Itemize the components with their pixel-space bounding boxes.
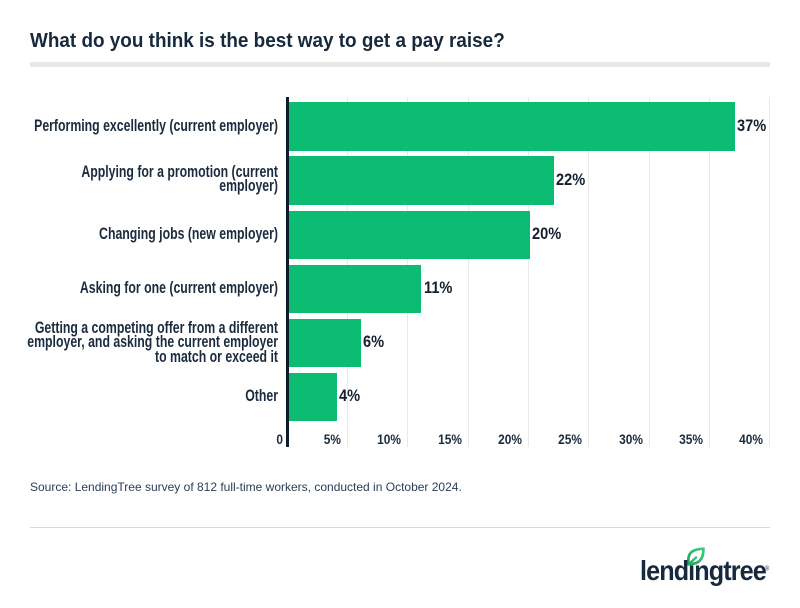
- svg-text:®: ®: [765, 566, 770, 573]
- svg-text:lendıngtree: lendıngtree: [640, 555, 766, 587]
